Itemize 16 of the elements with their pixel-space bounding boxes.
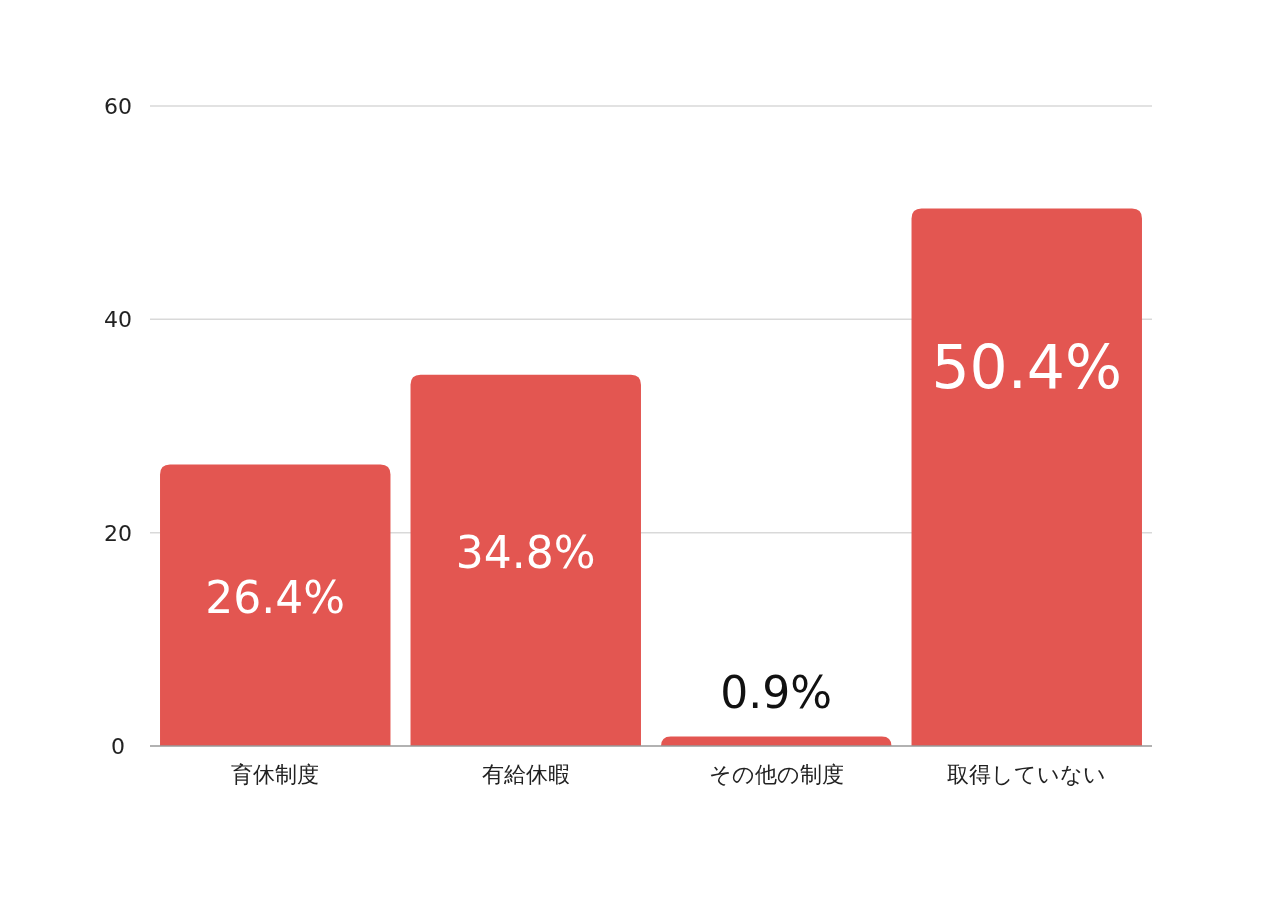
bar bbox=[160, 464, 391, 746]
data-label: 26.4% bbox=[205, 572, 346, 624]
x-tick-label: 取得していない bbox=[947, 762, 1107, 787]
bar bbox=[911, 208, 1142, 746]
x-tick-label: 有給休暇 bbox=[481, 762, 570, 787]
x-tick-label: 育休制度 bbox=[231, 762, 320, 787]
y-tick-label: 20 bbox=[104, 520, 132, 546]
x-tick-label: その他の制度 bbox=[708, 762, 844, 787]
bar bbox=[661, 736, 892, 746]
data-label: 34.8% bbox=[455, 527, 596, 579]
data-label: 0.9% bbox=[720, 667, 833, 719]
bar bbox=[410, 374, 641, 746]
y-tick-label: 60 bbox=[104, 94, 132, 119]
data-label: 50.4% bbox=[931, 332, 1123, 403]
y-tick-label: 0 bbox=[111, 734, 125, 759]
y-tick-label: 40 bbox=[104, 307, 132, 333]
